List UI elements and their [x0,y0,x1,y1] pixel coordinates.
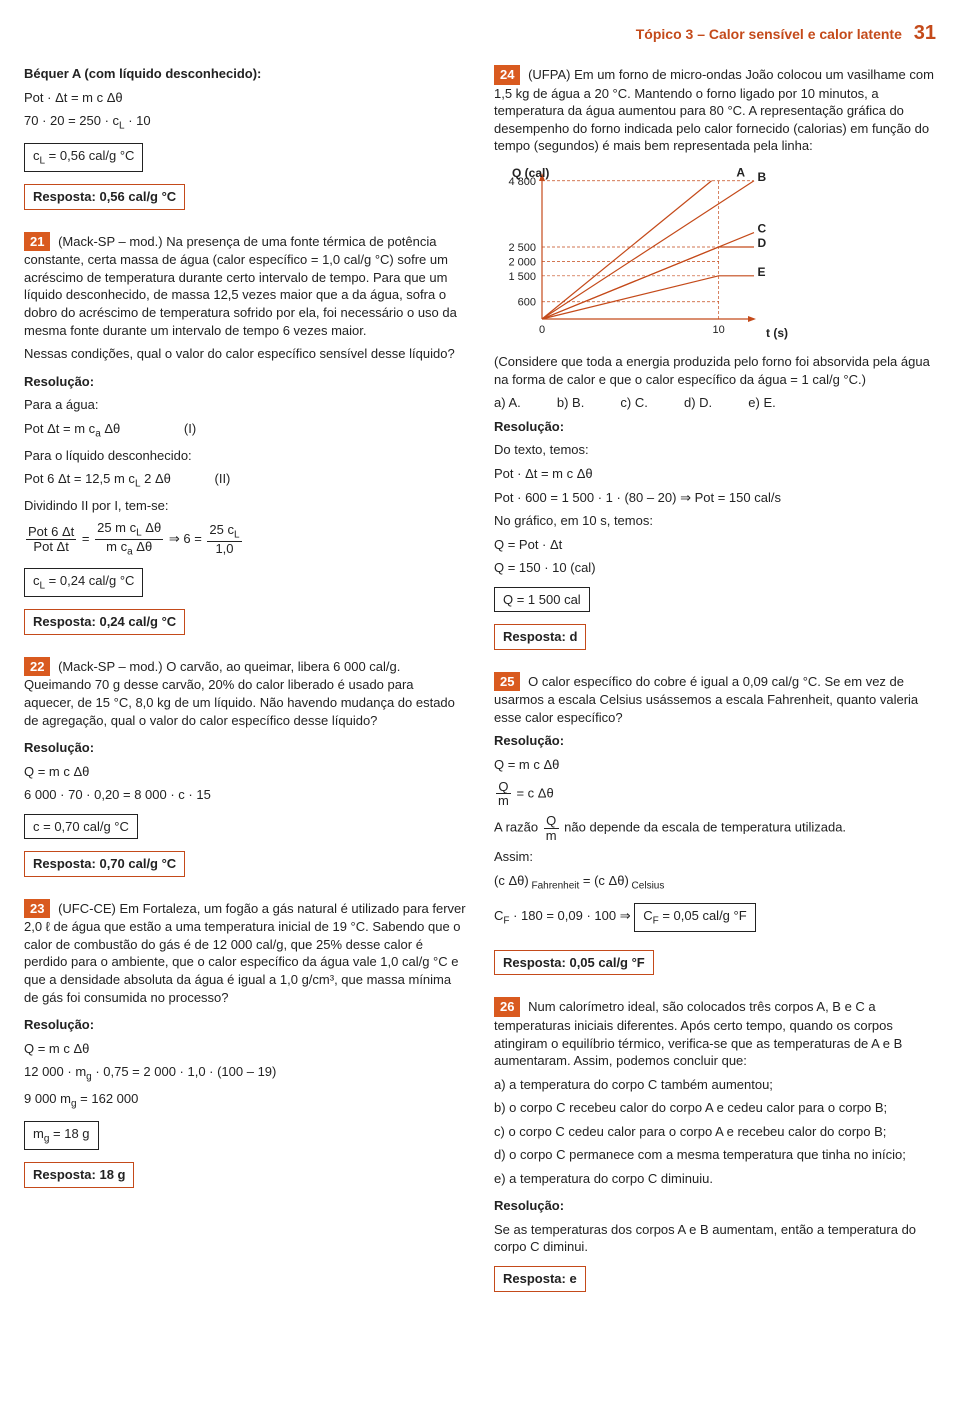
svg-text:2 000: 2 000 [508,256,536,268]
svg-text:B: B [758,169,767,183]
q26: 26 Num calorímetro ideal, são colocados … [494,997,936,1299]
page-header: Tópico 3 – Calor sensível e calor latent… [24,20,936,47]
q26-number: 26 [494,997,520,1017]
q22-stem: 22 (Mack-SP – mod.) O carvão, ao queimar… [24,657,466,729]
svg-text:2 500: 2 500 [508,242,536,254]
q25-answer: Resposta: 0,05 cal/g °F [494,950,654,976]
q25: 25 O calor específico do cobre é igual a… [494,672,936,984]
q23-result-box: mg = 18 g [24,1121,99,1150]
q20-title: Béquer A (com líquido desconhecido): [24,65,466,83]
q24-chart: ABCDE6001 5002 0002 5004 800010Q (cal)t … [494,163,936,348]
q25-number: 25 [494,672,520,692]
q23-answer: Resposta: 18 g [24,1162,134,1188]
q21-res-label: Resolução: [24,373,466,391]
q21-stem: 21 (Mack-SP – mod.) Na presença de uma f… [24,232,466,339]
svg-text:D: D [758,236,767,250]
q20-eq1: Pot · Δt = m c Δθ [24,89,466,107]
q22-number: 22 [24,657,50,677]
q26-stem: 26 Num calorímetro ideal, são colocados … [494,997,936,1069]
q21-fraction-line: Pot 6 ΔtPot Δt = 25 m cL Δθ m ca Δθ ⇒ 6 … [24,521,466,558]
q21-question: Nessas condições, qual o valor do calor … [24,345,466,363]
q22-result-box: c = 0,70 cal/g °C [24,814,138,840]
svg-text:10: 10 [713,324,725,336]
q25-stem: 25 O calor específico do cobre é igual a… [494,672,936,727]
q20-answer: Resposta: 0,56 cal/g °C [24,184,185,210]
q24-result-box: Q = 1 500 cal [494,587,590,613]
q22-answer: Resposta: 0,70 cal/g °C [24,851,185,877]
q24-chart-svg: ABCDE6001 5002 0002 5004 800010Q (cal)t … [494,163,794,343]
q26-alt-e: e) a temperatura do corpo C diminuiu. [494,1170,936,1188]
q20-result-box: cL = 0,56 cal/g °C [24,143,143,172]
q21-number: 21 [24,232,50,252]
q26-alt-b: b) o corpo C recebeu calor do corpo A e … [494,1099,936,1117]
q25-result-box: CF = 0,05 cal/g °F [634,903,755,932]
q22: 22 (Mack-SP – mod.) O carvão, ao queimar… [24,657,466,885]
right-column: 24 (UFPA) Em um forno de micro-ondas Joã… [494,65,936,1314]
svg-text:E: E [758,265,766,279]
q21-answer: Resposta: 0,24 cal/g °C [24,609,185,635]
q26-res-text: Se as temperaturas dos corpos A e B aume… [494,1221,936,1256]
left-column: Béquer A (com líquido desconhecido): Pot… [24,65,466,1314]
svg-text:C: C [758,221,767,235]
q23-stem: 23 (UFC-CE) Em Fortaleza, um fogão a gás… [24,899,466,1006]
q23: 23 (UFC-CE) Em Fortaleza, um fogão a gás… [24,899,466,1196]
q24: 24 (UFPA) Em um forno de micro-ondas Joã… [494,65,936,658]
q26-alt-a: a) a temperatura do corpo C também aumen… [494,1076,936,1094]
q26-res-label: Resolução: [494,1197,936,1215]
q20-eq2: 70 · 20 = 250 · cL · 10 [24,112,466,133]
q24-res-label: Resolução: [494,418,936,436]
q22-res-label: Resolução: [24,739,466,757]
q23-res-label: Resolução: [24,1016,466,1034]
q24-number: 24 [494,65,520,85]
q21: 21 (Mack-SP – mod.) Na presença de uma f… [24,232,466,643]
svg-text:1 500: 1 500 [508,271,536,283]
svg-text:A: A [736,165,745,179]
q24-answer: Resposta: d [494,624,586,650]
q26-alt-d: d) o corpo C permanece com a mesma tempe… [494,1146,936,1164]
q24-stem: 24 (UFPA) Em um forno de micro-ondas Joã… [494,65,936,155]
svg-text:600: 600 [518,296,536,308]
q20-tail: Béquer A (com líquido desconhecido): Pot… [24,65,466,218]
page-number: 31 [914,22,936,44]
q24-consider: (Considere que toda a energia produzida … [494,353,936,388]
q24-alternatives: a) A. b) B. c) C. d) D. e) E. [494,394,936,412]
topic-title: Tópico 3 – Calor sensível e calor latent… [636,26,902,42]
q21-result-box: cL = 0,24 cal/g °C [24,568,143,597]
svg-text:Q (cal): Q (cal) [512,166,549,180]
q25-res-label: Resolução: [494,732,936,750]
svg-text:0: 0 [539,324,545,336]
q26-answer: Resposta: e [494,1266,586,1292]
svg-text:t (s): t (s) [766,326,788,340]
q23-number: 23 [24,899,50,919]
q26-alt-c: c) o corpo C cedeu calor para o corpo A … [494,1123,936,1141]
